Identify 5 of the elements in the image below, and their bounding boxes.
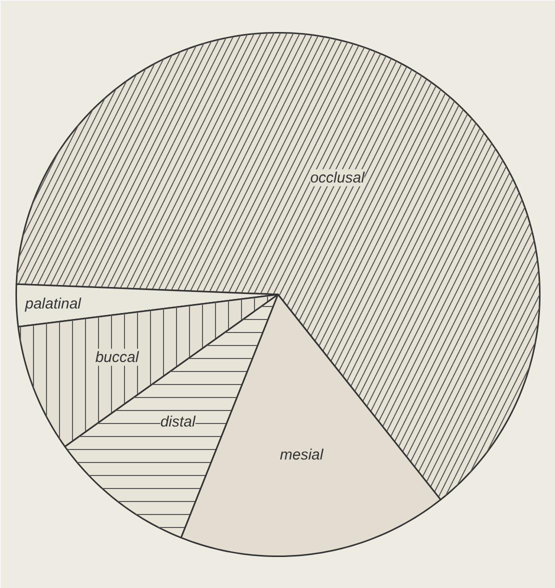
- slice-label: buccal: [95, 348, 140, 366]
- slice-label: mesial: [280, 446, 324, 464]
- slice-label: occlusal: [310, 169, 366, 186]
- slice-label: palatinal: [24, 295, 82, 312]
- slice-label: distal: [160, 414, 196, 431]
